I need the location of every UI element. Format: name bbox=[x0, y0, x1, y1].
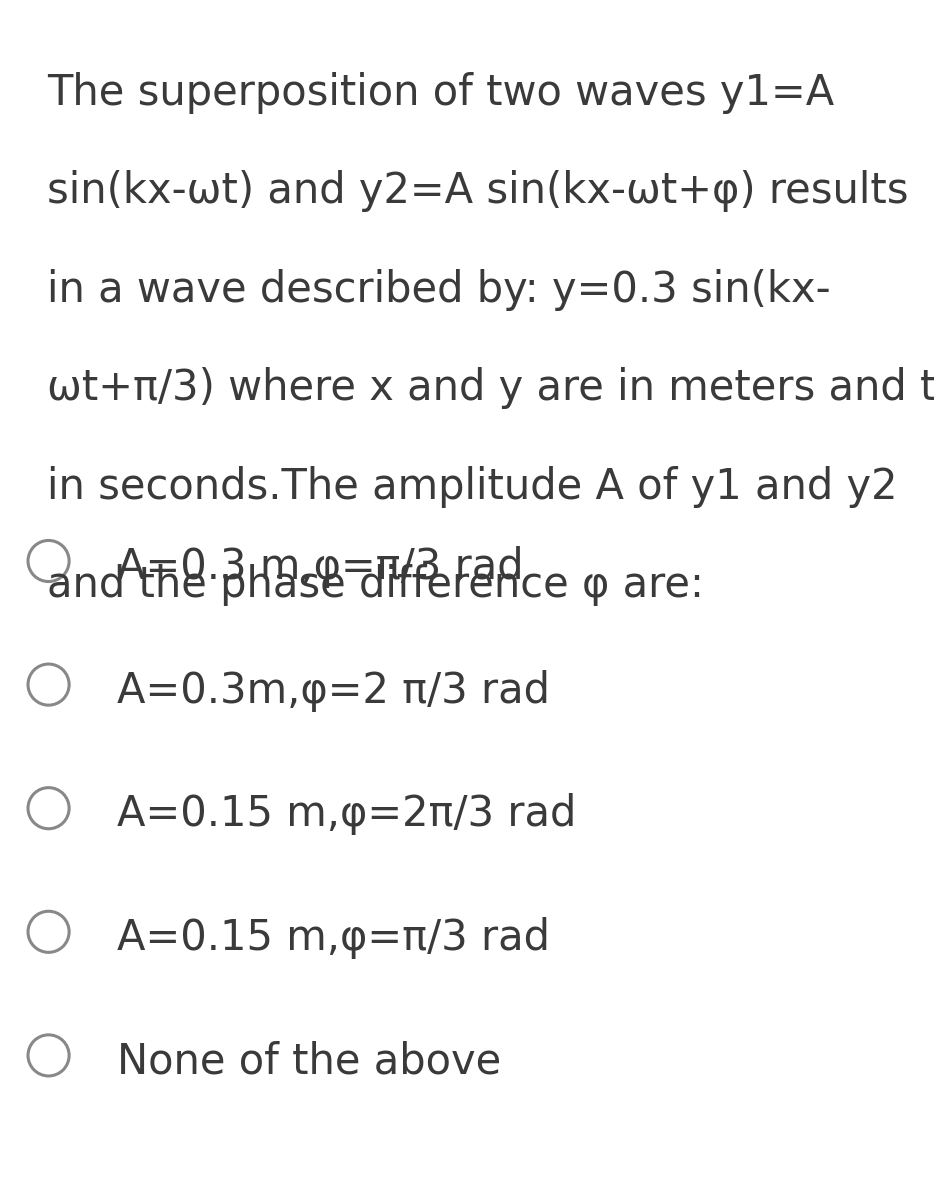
Text: The superposition of two waves y1=A: The superposition of two waves y1=A bbox=[47, 72, 834, 114]
Text: in seconds.The amplitude A of y1 and y2: in seconds.The amplitude A of y1 and y2 bbox=[47, 466, 898, 508]
Text: A=0.15 m,φ=π/3 rad: A=0.15 m,φ=π/3 rad bbox=[117, 917, 550, 959]
Text: None of the above: None of the above bbox=[117, 1040, 501, 1082]
Text: A=0.15 m,φ=2π/3 rad: A=0.15 m,φ=2π/3 rad bbox=[117, 793, 576, 835]
Text: sin(kx-ωt) and y2=A sin(kx-ωt+φ) results: sin(kx-ωt) and y2=A sin(kx-ωt+φ) results bbox=[47, 170, 908, 212]
Text: and the phase difference φ are:: and the phase difference φ are: bbox=[47, 564, 703, 606]
Text: ωt+π/3) where x and y are in meters and t: ωt+π/3) where x and y are in meters and … bbox=[47, 367, 934, 409]
Text: in a wave described by: y=0.3 sin(kx-: in a wave described by: y=0.3 sin(kx- bbox=[47, 269, 830, 311]
Text: A=0.3m,φ=2 π/3 rad: A=0.3m,φ=2 π/3 rad bbox=[117, 670, 550, 712]
Text: A=0.3 m,φ=π/3 rad: A=0.3 m,φ=π/3 rad bbox=[117, 546, 523, 588]
